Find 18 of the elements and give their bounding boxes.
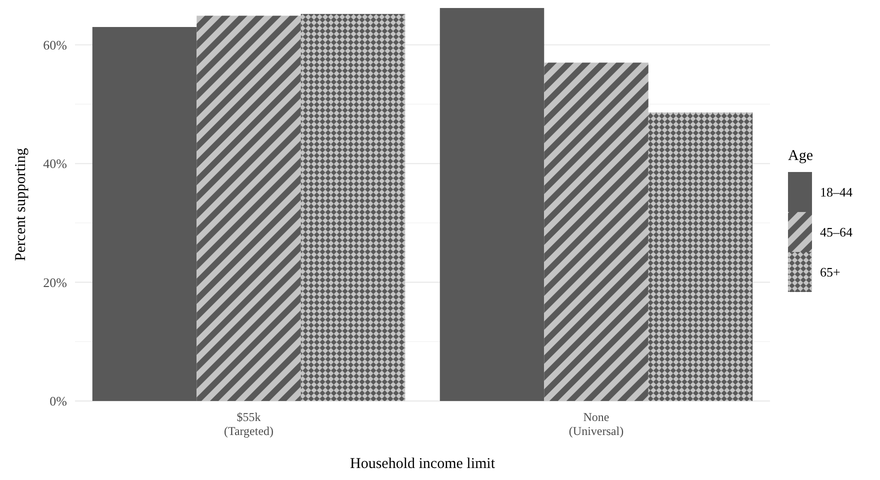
y-tick-label: 0% [50, 394, 68, 409]
y-tick-label: 60% [43, 37, 68, 52]
bar [196, 16, 301, 401]
bar [300, 14, 406, 401]
x-axis-title: Household income limit [350, 456, 496, 472]
x-tick-label: None (Universal) [568, 410, 624, 438]
bar [648, 112, 753, 401]
text: 65+ [820, 264, 840, 280]
y-tick-label: 20% [43, 274, 68, 290]
bar [440, 8, 544, 401]
y-tick-label: 40% [43, 156, 68, 172]
y-axis-title: Percent supporting [13, 148, 29, 261]
bar [544, 62, 648, 401]
bar [92, 26, 197, 401]
x-tick-label: $55k (Targeted) [224, 410, 274, 438]
text: 45–64 [820, 224, 853, 240]
text: 18–44 [820, 184, 853, 200]
legend-title: Age [788, 148, 814, 164]
